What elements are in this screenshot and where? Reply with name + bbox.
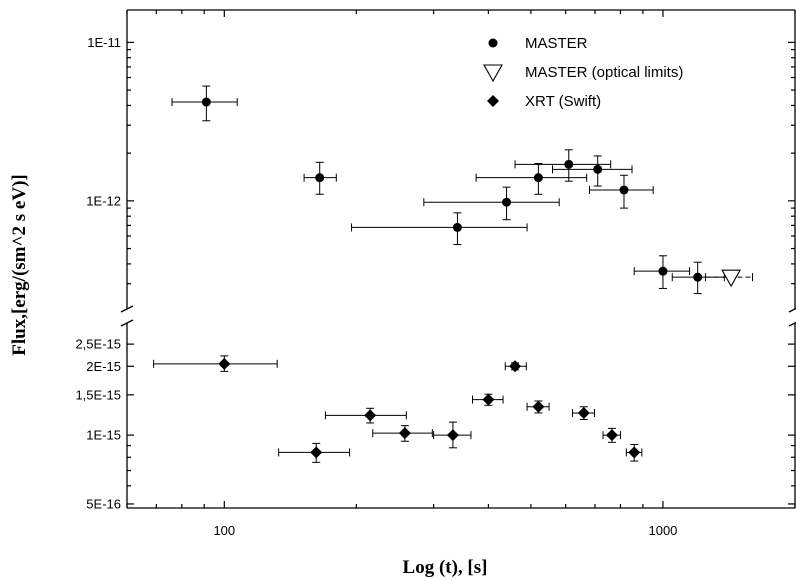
legend-entry: MASTER (optical limits) — [483, 64, 683, 83]
y-axis-title: Flux,[erg/(sm^2 s eV)] — [9, 174, 30, 355]
diamond-marker — [577, 406, 590, 419]
circle-marker — [201, 97, 211, 107]
data-point — [372, 425, 433, 442]
circle-marker — [564, 159, 574, 169]
circle-marker — [533, 173, 543, 183]
legend-entry: XRT (Swift) — [487, 93, 601, 110]
axes — [120, 9, 796, 509]
data-point — [704, 269, 753, 288]
diamond-marker — [509, 360, 522, 373]
circle-marker — [693, 272, 703, 282]
diamond-marker — [398, 427, 411, 440]
y-lower-tick-label: 1,5E-15 — [75, 387, 121, 402]
y-upper-tick-label: 1E-11 — [87, 35, 121, 50]
legend-entry: MASTER — [488, 35, 588, 52]
data-point — [153, 355, 278, 372]
legend-marker — [487, 95, 499, 107]
series-master — [171, 85, 725, 295]
data-point — [278, 442, 351, 463]
data-point — [475, 163, 588, 195]
circle-marker — [452, 222, 462, 232]
diamond-marker — [446, 429, 459, 442]
data-point — [171, 85, 238, 122]
diamond-marker — [218, 357, 231, 370]
data-point — [633, 255, 691, 289]
y-lower-tick-label: 5E-16 — [86, 496, 121, 511]
legend-label: MASTER (optical limits) — [525, 64, 683, 81]
x-tick-label: 1000 — [648, 523, 677, 538]
data-point — [588, 174, 654, 209]
diamond-marker — [628, 446, 641, 459]
data-point — [433, 421, 472, 449]
data-point — [514, 149, 612, 182]
y-lower-tick-label: 2,5E-15 — [75, 337, 121, 352]
upper-limit-marker — [721, 269, 742, 288]
data-point — [472, 393, 504, 406]
series-master-optical-limits — [704, 269, 753, 288]
circle-marker — [658, 266, 668, 276]
data-point — [572, 406, 595, 421]
data-point — [625, 443, 643, 462]
data-point — [671, 261, 725, 295]
diamond-marker — [605, 429, 618, 442]
circle-marker — [593, 164, 603, 174]
axis-break-mark — [788, 307, 796, 313]
tick-labels: 100 1000 1E-12 1E-11 5E-16 1E-15 1,5E-15 2E-15 2… — [75, 35, 677, 538]
diamond-marker — [364, 409, 377, 422]
data-point — [551, 155, 633, 187]
data-point — [602, 427, 621, 443]
diamond-marker — [532, 400, 545, 413]
circle-marker — [619, 185, 629, 195]
data-point — [504, 360, 527, 373]
data-point — [324, 407, 407, 424]
axis-break-mark — [120, 319, 134, 327]
x-tick-label: 100 — [213, 523, 235, 538]
data-point — [526, 400, 550, 414]
diamond-marker — [310, 446, 323, 459]
y-lower-tick-label: 2E-15 — [86, 359, 121, 374]
data-layer — [153, 85, 753, 463]
axis-break-mark — [788, 321, 796, 327]
diamond-marker — [482, 393, 495, 406]
data-point — [423, 186, 560, 221]
circle-marker — [502, 197, 512, 207]
legend: MASTER MASTER (optical limits) XRT (Swift) — [483, 35, 683, 110]
data-point — [303, 161, 337, 195]
legend-marker — [483, 64, 503, 83]
legend-label: MASTER — [525, 35, 588, 52]
series-xrt-swift — [153, 355, 643, 463]
legend-marker — [488, 38, 498, 48]
circle-marker — [315, 173, 325, 183]
data-point — [351, 212, 528, 246]
y-upper-tick-label: 1E-12 — [86, 193, 121, 208]
axis-break-mark — [120, 305, 134, 313]
legend-label: XRT (Swift) — [525, 93, 601, 110]
x-axis-title: Log (t), [s] — [403, 557, 488, 578]
y-lower-tick-label: 1E-15 — [86, 428, 121, 443]
